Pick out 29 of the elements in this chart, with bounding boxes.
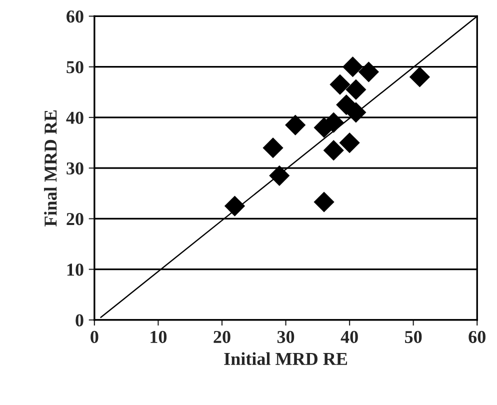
y-tick-label: 40 [66,112,84,124]
point [358,62,379,82]
y-tick-label: 10 [67,264,84,276]
x-tick-label: 10 [150,330,167,344]
point [262,138,284,158]
point [346,79,366,100]
x-tick-label: 20 [214,330,230,344]
x-tick-label: 40 [340,330,358,344]
x-tick-label: 0 [90,330,98,344]
point [323,140,344,161]
y-tick-label: 30 [66,162,84,175]
point [314,192,334,212]
point [342,56,364,78]
point [285,114,306,136]
y-tick-label: 0 [76,314,84,326]
point [339,132,360,154]
x-tick-label: 30 [277,330,294,344]
point [409,66,430,88]
point [346,102,366,123]
x-tick-label: 60 [468,330,486,344]
point [269,165,290,186]
y-axis-title: Final MRD RE [44,110,57,226]
point [224,196,246,216]
y-tick-label: 20 [66,212,84,226]
point [330,74,350,95]
x-axis-title: Initial MRD RE [224,352,348,366]
x-tick-label: 50 [405,330,422,344]
y-tick-label: 60 [66,10,84,23]
y-tick-label: 50 [66,61,84,74]
